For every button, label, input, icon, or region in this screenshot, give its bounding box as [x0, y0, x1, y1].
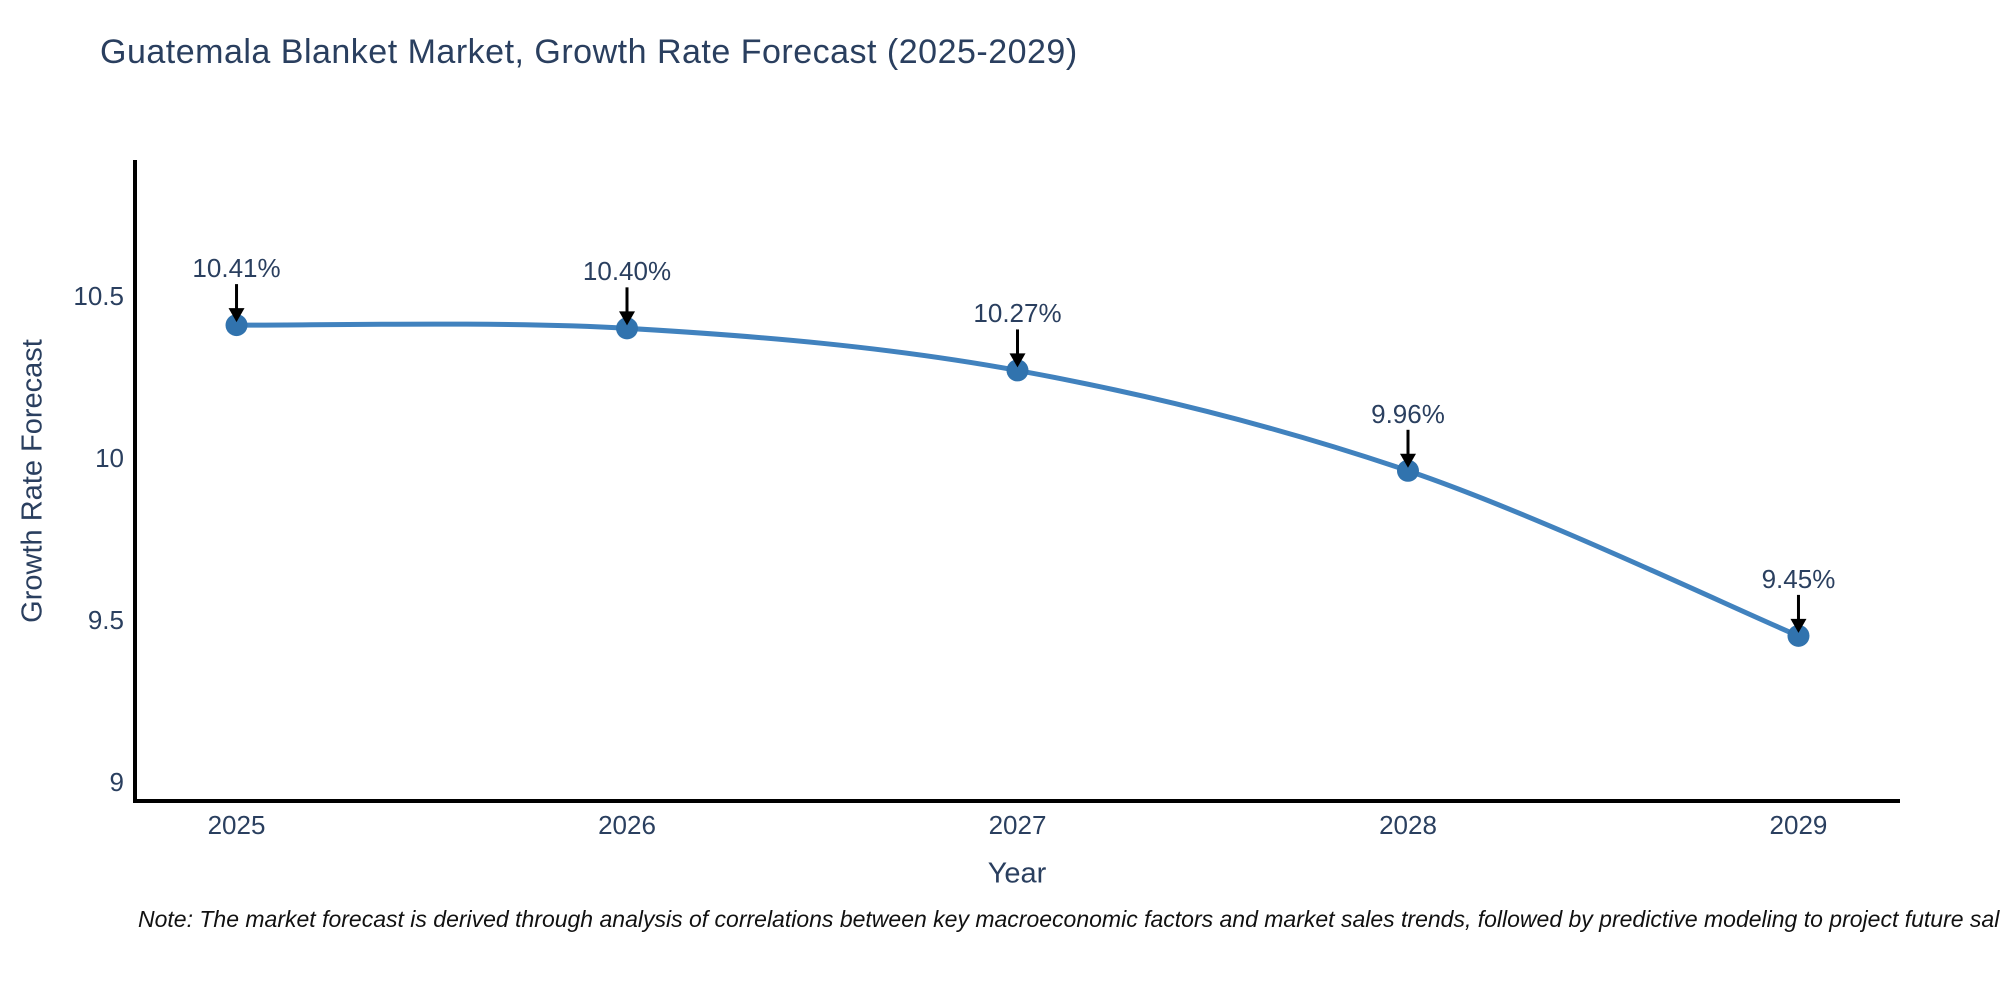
- x-tick-label: 2025: [207, 810, 266, 840]
- y-tick-label: 10: [95, 442, 124, 473]
- data-point-marker: [616, 317, 639, 340]
- y-axis-title: Growth Rate Forecast: [16, 339, 49, 623]
- data-point-label: 10.27%: [973, 298, 1062, 329]
- data-point-label: 9.96%: [1371, 398, 1445, 429]
- y-tick-label: 10.5: [73, 280, 124, 311]
- annotation-arrow-head: [1009, 353, 1026, 368]
- data-point-label: 10.40%: [582, 256, 672, 287]
- annotation-arrow-head: [1790, 618, 1807, 633]
- y-tick-label: 9: [109, 766, 124, 797]
- chart-title: Guatemala Blanket Market, Growth Rate Fo…: [100, 33, 1078, 71]
- x-tick-label: 2027: [988, 810, 1047, 840]
- data-point-marker: [1787, 624, 1810, 647]
- footnote: Note: The market forecast is derived thr…: [138, 906, 2000, 932]
- x-tick-label: 2028: [1379, 810, 1437, 840]
- x-tick-label: 2029: [1769, 810, 1828, 840]
- annotation-arrow-head: [228, 308, 245, 323]
- data-point-marker: [1396, 459, 1419, 482]
- data-point-label: 10.41%: [192, 253, 281, 284]
- data-point-marker: [225, 314, 248, 337]
- annotation-arrow-head: [1399, 453, 1416, 468]
- data-point-marker: [1006, 359, 1029, 382]
- x-axis-title: Year: [987, 857, 1047, 890]
- y-tick-label: 9.5: [87, 604, 124, 635]
- x-tick-label: 2026: [598, 810, 656, 840]
- annotation-arrow-head: [619, 311, 636, 326]
- data-point-label: 9.45%: [1761, 563, 1836, 594]
